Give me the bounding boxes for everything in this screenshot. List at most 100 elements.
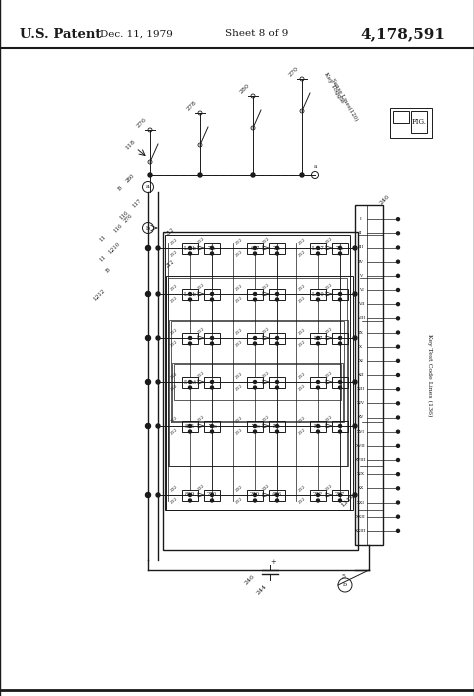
Text: XII: XII	[358, 373, 365, 377]
Text: 212: 212	[165, 259, 175, 269]
Bar	[204, 489, 220, 500]
Text: 486: 486	[272, 493, 282, 498]
Bar	[269, 377, 285, 388]
Bar	[355, 205, 383, 545]
Text: 212: 212	[235, 383, 244, 392]
Circle shape	[396, 501, 400, 504]
Bar	[332, 489, 348, 500]
Circle shape	[189, 430, 191, 433]
Text: 212: 212	[262, 371, 271, 379]
Bar	[390, 108, 432, 138]
Circle shape	[254, 342, 256, 345]
Text: L 7: L 7	[314, 335, 322, 340]
Text: 232: 232	[170, 485, 179, 493]
Circle shape	[275, 430, 279, 433]
Text: 9: 9	[338, 292, 342, 296]
Text: 232: 232	[313, 493, 323, 498]
Text: 212: 212	[235, 328, 244, 336]
Text: XI: XI	[358, 359, 364, 363]
Text: IV: IV	[358, 260, 364, 264]
Text: 212: 212	[325, 237, 333, 245]
Circle shape	[210, 430, 213, 433]
Bar	[182, 420, 198, 432]
Circle shape	[317, 252, 319, 255]
Text: 4,178,591: 4,178,591	[360, 27, 445, 41]
Text: B: B	[105, 267, 111, 274]
Circle shape	[156, 336, 160, 340]
Bar	[182, 289, 198, 299]
Circle shape	[275, 246, 279, 249]
Text: 212: 212	[197, 371, 205, 379]
Circle shape	[254, 381, 256, 383]
Bar	[204, 289, 220, 299]
Text: b: b	[146, 226, 150, 230]
Circle shape	[189, 493, 191, 496]
Text: +: +	[270, 558, 276, 566]
Text: 212: 212	[170, 497, 179, 505]
Circle shape	[156, 493, 160, 497]
Circle shape	[317, 430, 319, 433]
Circle shape	[396, 515, 400, 518]
Text: 212: 212	[325, 415, 333, 423]
Bar	[172, 363, 343, 421]
Circle shape	[156, 246, 160, 250]
Text: 212: 212	[235, 296, 244, 304]
Text: 3: 3	[188, 335, 191, 340]
Text: L nb: L nb	[184, 292, 196, 296]
Circle shape	[210, 386, 213, 389]
Circle shape	[210, 493, 213, 496]
Bar	[171, 321, 344, 422]
Bar	[247, 377, 263, 388]
Bar	[332, 289, 348, 299]
Text: 212: 212	[235, 340, 244, 348]
Text: 217: 217	[335, 493, 345, 498]
Text: 212: 212	[235, 497, 244, 505]
Text: 212: 212	[298, 497, 307, 505]
Circle shape	[198, 173, 202, 177]
Text: 212: 212	[298, 383, 307, 392]
Circle shape	[338, 292, 341, 296]
Circle shape	[146, 424, 150, 428]
Circle shape	[396, 444, 400, 448]
Text: XIX: XIX	[357, 472, 365, 476]
Circle shape	[275, 292, 279, 296]
Text: 5: 5	[253, 335, 257, 340]
Circle shape	[146, 379, 151, 384]
Circle shape	[338, 342, 341, 345]
Circle shape	[189, 298, 191, 301]
Bar	[204, 242, 220, 253]
Text: 246: 246	[244, 574, 256, 586]
Circle shape	[353, 424, 357, 428]
Circle shape	[396, 331, 400, 334]
Text: XVIII: XVIII	[355, 458, 367, 462]
Text: Yes: Yes	[208, 423, 216, 429]
Text: 212: 212	[170, 340, 179, 348]
Text: 212: 212	[325, 327, 333, 335]
Circle shape	[338, 336, 341, 340]
Circle shape	[396, 359, 400, 363]
Text: VI: VI	[358, 288, 364, 292]
Circle shape	[396, 289, 400, 292]
Circle shape	[189, 381, 191, 383]
Text: 212: 212	[262, 415, 271, 423]
Circle shape	[189, 246, 191, 249]
Circle shape	[189, 425, 191, 427]
Circle shape	[210, 425, 213, 427]
Circle shape	[156, 424, 160, 428]
Text: 276: 276	[136, 117, 148, 129]
Circle shape	[338, 246, 341, 249]
Text: 212: 212	[325, 371, 333, 379]
Text: L a9: L a9	[312, 292, 324, 296]
Text: 212: 212	[170, 428, 179, 436]
Circle shape	[146, 423, 151, 429]
Circle shape	[300, 173, 304, 177]
Circle shape	[353, 380, 357, 384]
Circle shape	[146, 493, 151, 498]
Text: 118: 118	[124, 139, 136, 151]
Circle shape	[210, 336, 213, 340]
Bar	[269, 420, 285, 432]
Circle shape	[353, 292, 357, 296]
Circle shape	[275, 499, 279, 502]
Circle shape	[275, 425, 279, 427]
Text: 212: 212	[235, 250, 244, 258]
